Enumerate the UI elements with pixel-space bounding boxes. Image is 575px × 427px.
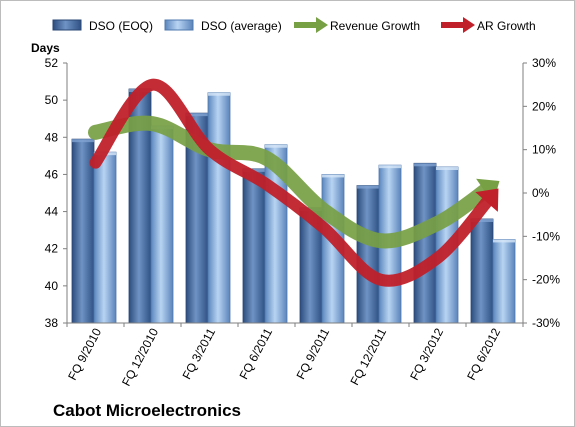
y2-tick-label: -10% xyxy=(532,229,560,243)
y2-tick-label: -20% xyxy=(532,273,560,287)
bar-dso-eoq xyxy=(470,218,494,324)
bar-dso-average xyxy=(207,92,231,324)
x-tick-label: FQ 3/2012 xyxy=(407,326,446,383)
x-tick-label: FQ 12/2010 xyxy=(119,326,161,389)
x-tick-label: FQ 3/2011 xyxy=(180,326,219,382)
y2-tick-label: 30% xyxy=(532,56,556,70)
x-tick-label: FQ 6/2011 xyxy=(237,326,276,382)
bar-dso-eoq xyxy=(413,162,437,324)
x-tick-label: FQ 9/2010 xyxy=(65,326,104,383)
bar-cap xyxy=(186,113,208,117)
y-tick-label: 52 xyxy=(45,56,59,70)
bar-cap xyxy=(208,92,230,96)
x-tick-label: FQ 9/2011 xyxy=(294,326,333,382)
bar-cap xyxy=(414,163,436,167)
y2-tick-label: 0% xyxy=(532,186,550,200)
line-revenue-growth xyxy=(88,115,496,249)
y2-tick-label: -30% xyxy=(532,316,560,330)
y2-tick-label: 20% xyxy=(532,99,556,113)
y-tick-label: 38 xyxy=(45,316,59,330)
y-tick-label: 46 xyxy=(45,167,59,181)
line-ar-growth xyxy=(89,78,496,287)
bar-cap xyxy=(471,219,493,222)
bar-cap xyxy=(379,165,401,169)
bar-dso-average xyxy=(93,151,117,324)
y-axis-right: -30% -20% -10% 0% 10% 20% 30% xyxy=(523,56,560,330)
y-axis-left: 38 40 42 44 46 48 50 52 xyxy=(45,56,67,330)
legend-arrow-ar-growth xyxy=(463,17,475,33)
legend-label-revenue-growth: Revenue Growth xyxy=(330,19,420,33)
bar-cap xyxy=(436,167,458,170)
legend: DSO (EOQ) DSO (average) Revenue Growth AR G… xyxy=(52,17,536,33)
y2-tick-label: 10% xyxy=(532,143,556,157)
company-name: Cabot Microelectronics xyxy=(53,401,241,420)
bar-dso-eoq xyxy=(356,185,380,324)
bar-cap xyxy=(72,139,94,143)
legend-label-dso-average-: DSO (average) xyxy=(201,19,282,33)
x-tick-label: FQ 12/2011 xyxy=(347,326,389,388)
y-axis-label: Days xyxy=(31,41,60,55)
legend-label-dso-eoq-: DSO (EOQ) xyxy=(89,19,153,33)
legend-label-ar-growth: AR Growth xyxy=(477,19,536,33)
bar-dso-average xyxy=(150,125,174,324)
legend-swatch-dso-eoq- xyxy=(52,19,82,31)
y-tick-label: 44 xyxy=(45,205,59,219)
bar-cap xyxy=(265,144,287,148)
y-tick-label: 42 xyxy=(45,242,59,256)
x-tick-label: FQ 6/2012 xyxy=(464,326,503,383)
y-tick-label: 48 xyxy=(45,130,59,144)
legend-swatch-dso-average- xyxy=(164,19,194,31)
x-axis: FQ 9/2010 FQ 12/2010 FQ 3/2011 FQ 6/2011 FQ … xyxy=(65,323,524,389)
bar-dso-average xyxy=(492,239,516,324)
arrowhead-ar-growth xyxy=(475,188,499,212)
bar-dso-eoq xyxy=(242,168,266,324)
y-tick-label: 50 xyxy=(45,93,59,107)
bar-cap xyxy=(357,185,379,189)
bar-dso-eoq xyxy=(71,138,95,324)
bar-cap xyxy=(493,239,515,243)
y-tick-label: 40 xyxy=(45,279,59,293)
legend-arrow-revenue-growth xyxy=(316,17,328,33)
bar-cap xyxy=(322,174,344,178)
growth-lines xyxy=(88,78,500,287)
